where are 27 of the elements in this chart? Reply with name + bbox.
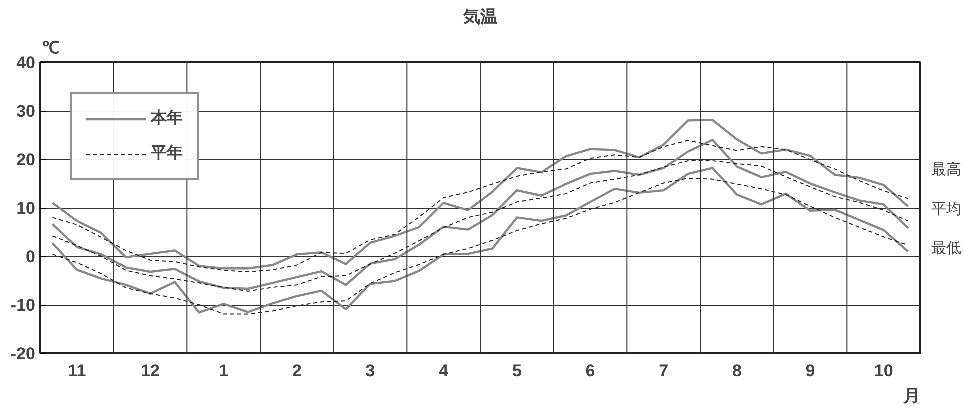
x-tick-label: 11 [68,362,86,380]
y-tick-label: 10 [16,199,36,218]
y-tick-label: -10 [10,296,36,315]
text: 最高 [932,162,962,179]
x-tick-label: 8 [732,362,742,380]
x-tick-label: 3 [366,362,376,380]
x-tick-label: 5 [512,362,522,380]
y-axis-title: ℃ [42,38,60,58]
legend-label: 平年 [151,144,183,164]
y-tick-label: 20 [16,150,36,170]
text: 平均 [932,200,962,218]
y-tick-label: 30 [16,102,36,121]
x-tick-label: 12 [141,362,160,380]
x-tick-label: 4 [439,362,450,380]
y-tick-label: -20 [10,344,36,364]
text: 最低 [932,240,962,258]
x-tick-label: 9 [806,362,816,380]
x-axis-title: 月 [902,386,920,406]
chart-title: 気温 [462,8,498,26]
y-tick-label: 0 [26,248,36,266]
x-tick-label: 7 [659,362,669,380]
x-tick-label: 6 [586,362,596,380]
x-tick-label: 2 [292,362,302,380]
x-tick-label: 10 [874,362,894,380]
legend-label: 本年 [151,108,183,129]
y-tick-label: 40 [16,54,36,72]
x-tick-label: 1 [219,362,229,380]
